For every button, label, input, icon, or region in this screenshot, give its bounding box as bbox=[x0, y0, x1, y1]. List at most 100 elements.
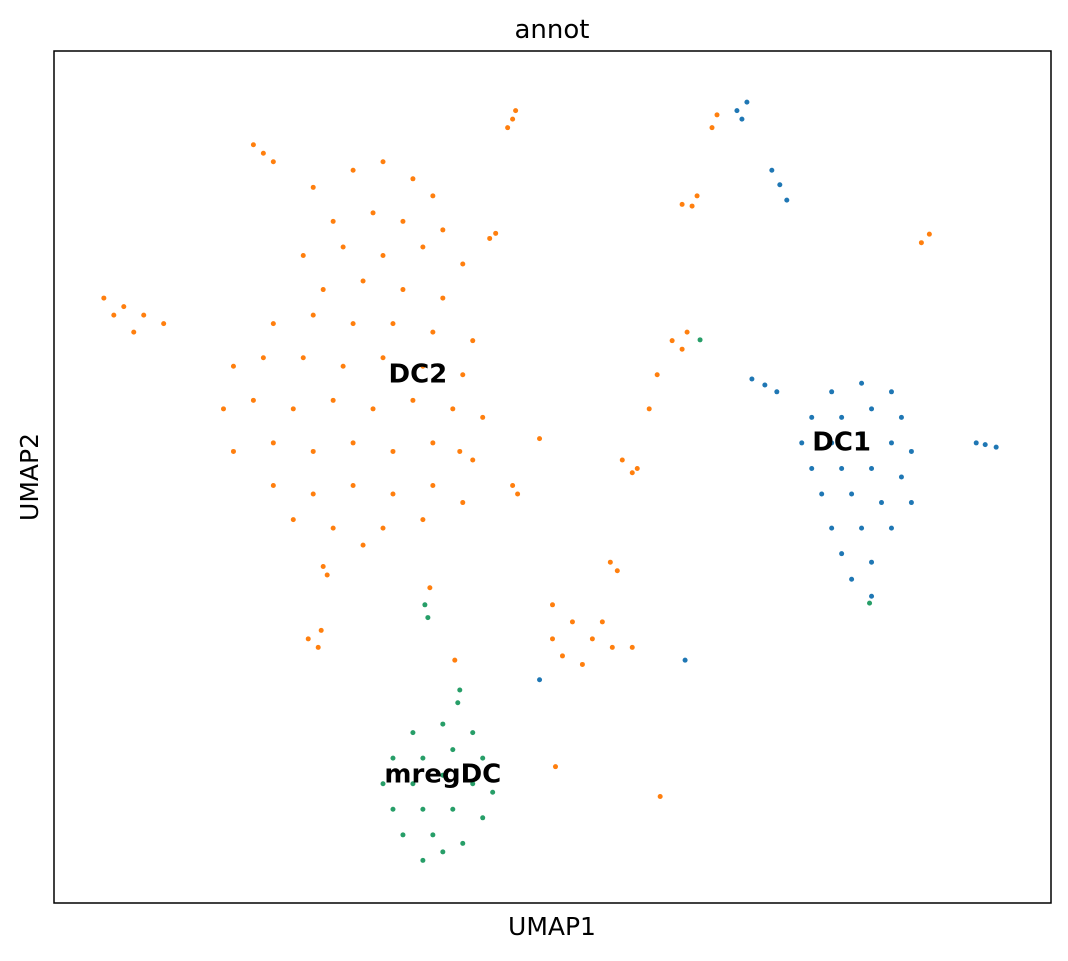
point bbox=[926, 231, 932, 237]
point bbox=[634, 465, 640, 471]
point bbox=[859, 525, 865, 531]
point bbox=[898, 414, 904, 420]
point bbox=[260, 355, 266, 361]
point bbox=[869, 559, 875, 565]
point bbox=[420, 755, 426, 761]
cluster-label: DC2 bbox=[389, 359, 448, 389]
point bbox=[646, 406, 652, 412]
point bbox=[629, 470, 635, 476]
point bbox=[457, 448, 463, 454]
point bbox=[260, 150, 266, 156]
point bbox=[440, 721, 446, 727]
point bbox=[360, 278, 366, 284]
point bbox=[430, 193, 436, 199]
point bbox=[599, 619, 605, 625]
point bbox=[300, 355, 306, 361]
plot-frame bbox=[53, 50, 1052, 904]
point bbox=[682, 657, 688, 663]
point bbox=[505, 125, 511, 131]
point bbox=[330, 218, 336, 224]
point bbox=[982, 442, 988, 448]
point bbox=[809, 414, 815, 420]
point bbox=[455, 700, 461, 706]
chart-title: annot bbox=[515, 15, 590, 45]
point bbox=[422, 602, 428, 608]
point bbox=[470, 781, 476, 787]
point bbox=[762, 382, 768, 388]
point bbox=[510, 116, 516, 122]
point bbox=[410, 781, 416, 787]
point bbox=[290, 406, 296, 412]
point bbox=[400, 218, 406, 224]
point bbox=[697, 337, 703, 343]
point bbox=[430, 483, 436, 489]
point bbox=[425, 615, 431, 621]
point bbox=[869, 406, 875, 412]
point bbox=[410, 397, 416, 403]
point bbox=[657, 794, 663, 799]
point bbox=[809, 465, 815, 471]
point bbox=[420, 857, 426, 863]
point bbox=[888, 440, 894, 446]
point bbox=[460, 261, 466, 267]
point bbox=[380, 781, 386, 787]
point bbox=[330, 525, 336, 531]
point bbox=[320, 287, 326, 293]
point bbox=[380, 159, 386, 165]
point bbox=[315, 644, 321, 650]
point bbox=[515, 491, 521, 497]
point bbox=[829, 389, 835, 395]
point bbox=[739, 116, 745, 122]
point bbox=[579, 661, 585, 667]
point bbox=[141, 312, 147, 318]
point bbox=[749, 376, 755, 382]
point bbox=[427, 585, 433, 591]
point bbox=[470, 338, 476, 344]
point bbox=[420, 517, 426, 523]
point bbox=[457, 687, 463, 693]
point bbox=[440, 295, 446, 301]
point bbox=[380, 355, 386, 361]
point bbox=[440, 227, 446, 233]
point bbox=[450, 406, 456, 412]
point bbox=[310, 184, 316, 190]
point bbox=[537, 677, 543, 683]
point bbox=[654, 372, 660, 378]
point bbox=[769, 167, 775, 173]
point bbox=[440, 849, 446, 855]
point bbox=[679, 201, 685, 207]
point bbox=[898, 474, 904, 480]
point bbox=[270, 159, 276, 165]
cluster-label: mregDC bbox=[384, 760, 501, 790]
point bbox=[270, 483, 276, 489]
point bbox=[879, 500, 885, 506]
point bbox=[709, 125, 715, 131]
point bbox=[400, 832, 406, 838]
point bbox=[859, 431, 865, 437]
point bbox=[470, 730, 476, 736]
point bbox=[300, 252, 306, 258]
point bbox=[220, 406, 226, 412]
point bbox=[609, 644, 615, 650]
point bbox=[101, 295, 107, 301]
point bbox=[430, 832, 436, 838]
point bbox=[350, 321, 356, 327]
point bbox=[607, 559, 613, 565]
point bbox=[420, 806, 426, 812]
point bbox=[684, 329, 690, 335]
point bbox=[550, 602, 555, 608]
point bbox=[324, 572, 330, 578]
point bbox=[390, 491, 396, 497]
point bbox=[250, 397, 256, 403]
point bbox=[829, 525, 835, 531]
point bbox=[869, 465, 875, 471]
point bbox=[310, 312, 316, 318]
point bbox=[714, 112, 720, 118]
point bbox=[819, 491, 825, 497]
point bbox=[380, 525, 386, 531]
point bbox=[888, 525, 894, 531]
point bbox=[679, 346, 685, 352]
point bbox=[290, 517, 296, 523]
point bbox=[839, 414, 845, 420]
x-axis-label: UMAP1 bbox=[508, 912, 596, 941]
